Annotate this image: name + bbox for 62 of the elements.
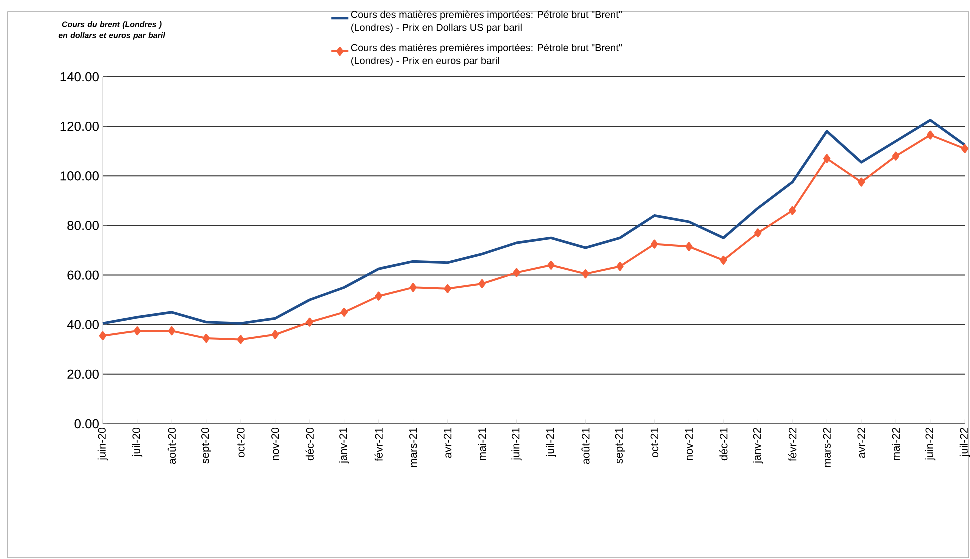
point [237,335,245,344]
point [892,152,900,161]
point [926,130,934,140]
point [961,144,969,154]
point [134,326,142,336]
x-tick-label: juil-22 [960,428,970,458]
point [582,270,590,279]
point [754,228,762,238]
x-tick-label: déc-21 [720,428,728,461]
point [272,330,280,340]
x-tick-label: juin-21 [512,428,522,461]
x-tick-label: oct-20 [237,428,245,458]
x-tick-label: août-20 [168,428,176,464]
x-tick-label: nov-20 [272,428,280,460]
point [444,284,452,294]
y-tick-label: 100.00 [60,172,99,181]
x-tick-label: janv-22 [753,428,764,464]
y-tick-label: 0.00 [74,419,99,429]
x-tick-label: sept-20 [201,428,212,464]
legend-label: Cours des matières premières importées: Pétrole brut "Brent" (Londres) - Prix en euros par baril [351,44,622,66]
x-tick-label: avr-21 [444,428,452,458]
x-tick-label: févr-21 [374,428,383,462]
x-tick-label: sept-21 [615,428,626,464]
x-tick-label: mars-21 [409,428,418,467]
point [616,262,624,272]
x-tick-label: janv-21 [339,428,350,464]
legend-label: Cours des matières premières importées: Pétrole brut "Brent" (Londres) - Prix en Dollars US par baril [351,10,622,34]
x-tick-label: oct-21 [650,428,659,458]
x-tick-label: avr-22 [858,428,866,458]
x-tick-label: juin-20 [98,428,108,461]
y-tick-label: 120.00 [60,122,99,132]
point [306,318,314,327]
point [202,334,210,343]
x-tick-label: nov-21 [685,428,694,460]
point [340,308,348,317]
point [168,326,176,336]
x-tick-label: juin-22 [925,428,936,461]
point [823,154,831,164]
point [513,268,520,278]
point [375,292,382,301]
x-tick-label: juil-21 [546,428,556,458]
point [788,206,796,216]
point [720,256,728,265]
point [858,178,866,187]
point [478,279,486,288]
x-tick-label: août-21 [582,428,590,464]
x-tick-label: mars-22 [823,428,831,467]
point [410,283,417,292]
point [651,240,658,249]
x-tick-label: juil-20 [132,428,143,458]
point [548,260,555,270]
x-tick-label: févr-22 [788,428,797,462]
point [99,332,107,340]
y-tick-label: 80.00 [68,221,99,230]
point [686,242,693,252]
y-tick-label: 20.00 [68,370,99,380]
y-tick-label: 140.00 [60,72,99,82]
y-tick-label: 40.00 [67,320,99,330]
x-tick-label: mai-21 [478,428,486,460]
y-tick-label: 60.00 [68,270,99,280]
x-tick-label: déc-20 [306,428,314,461]
x-tick-label: mai-22 [892,428,900,460]
